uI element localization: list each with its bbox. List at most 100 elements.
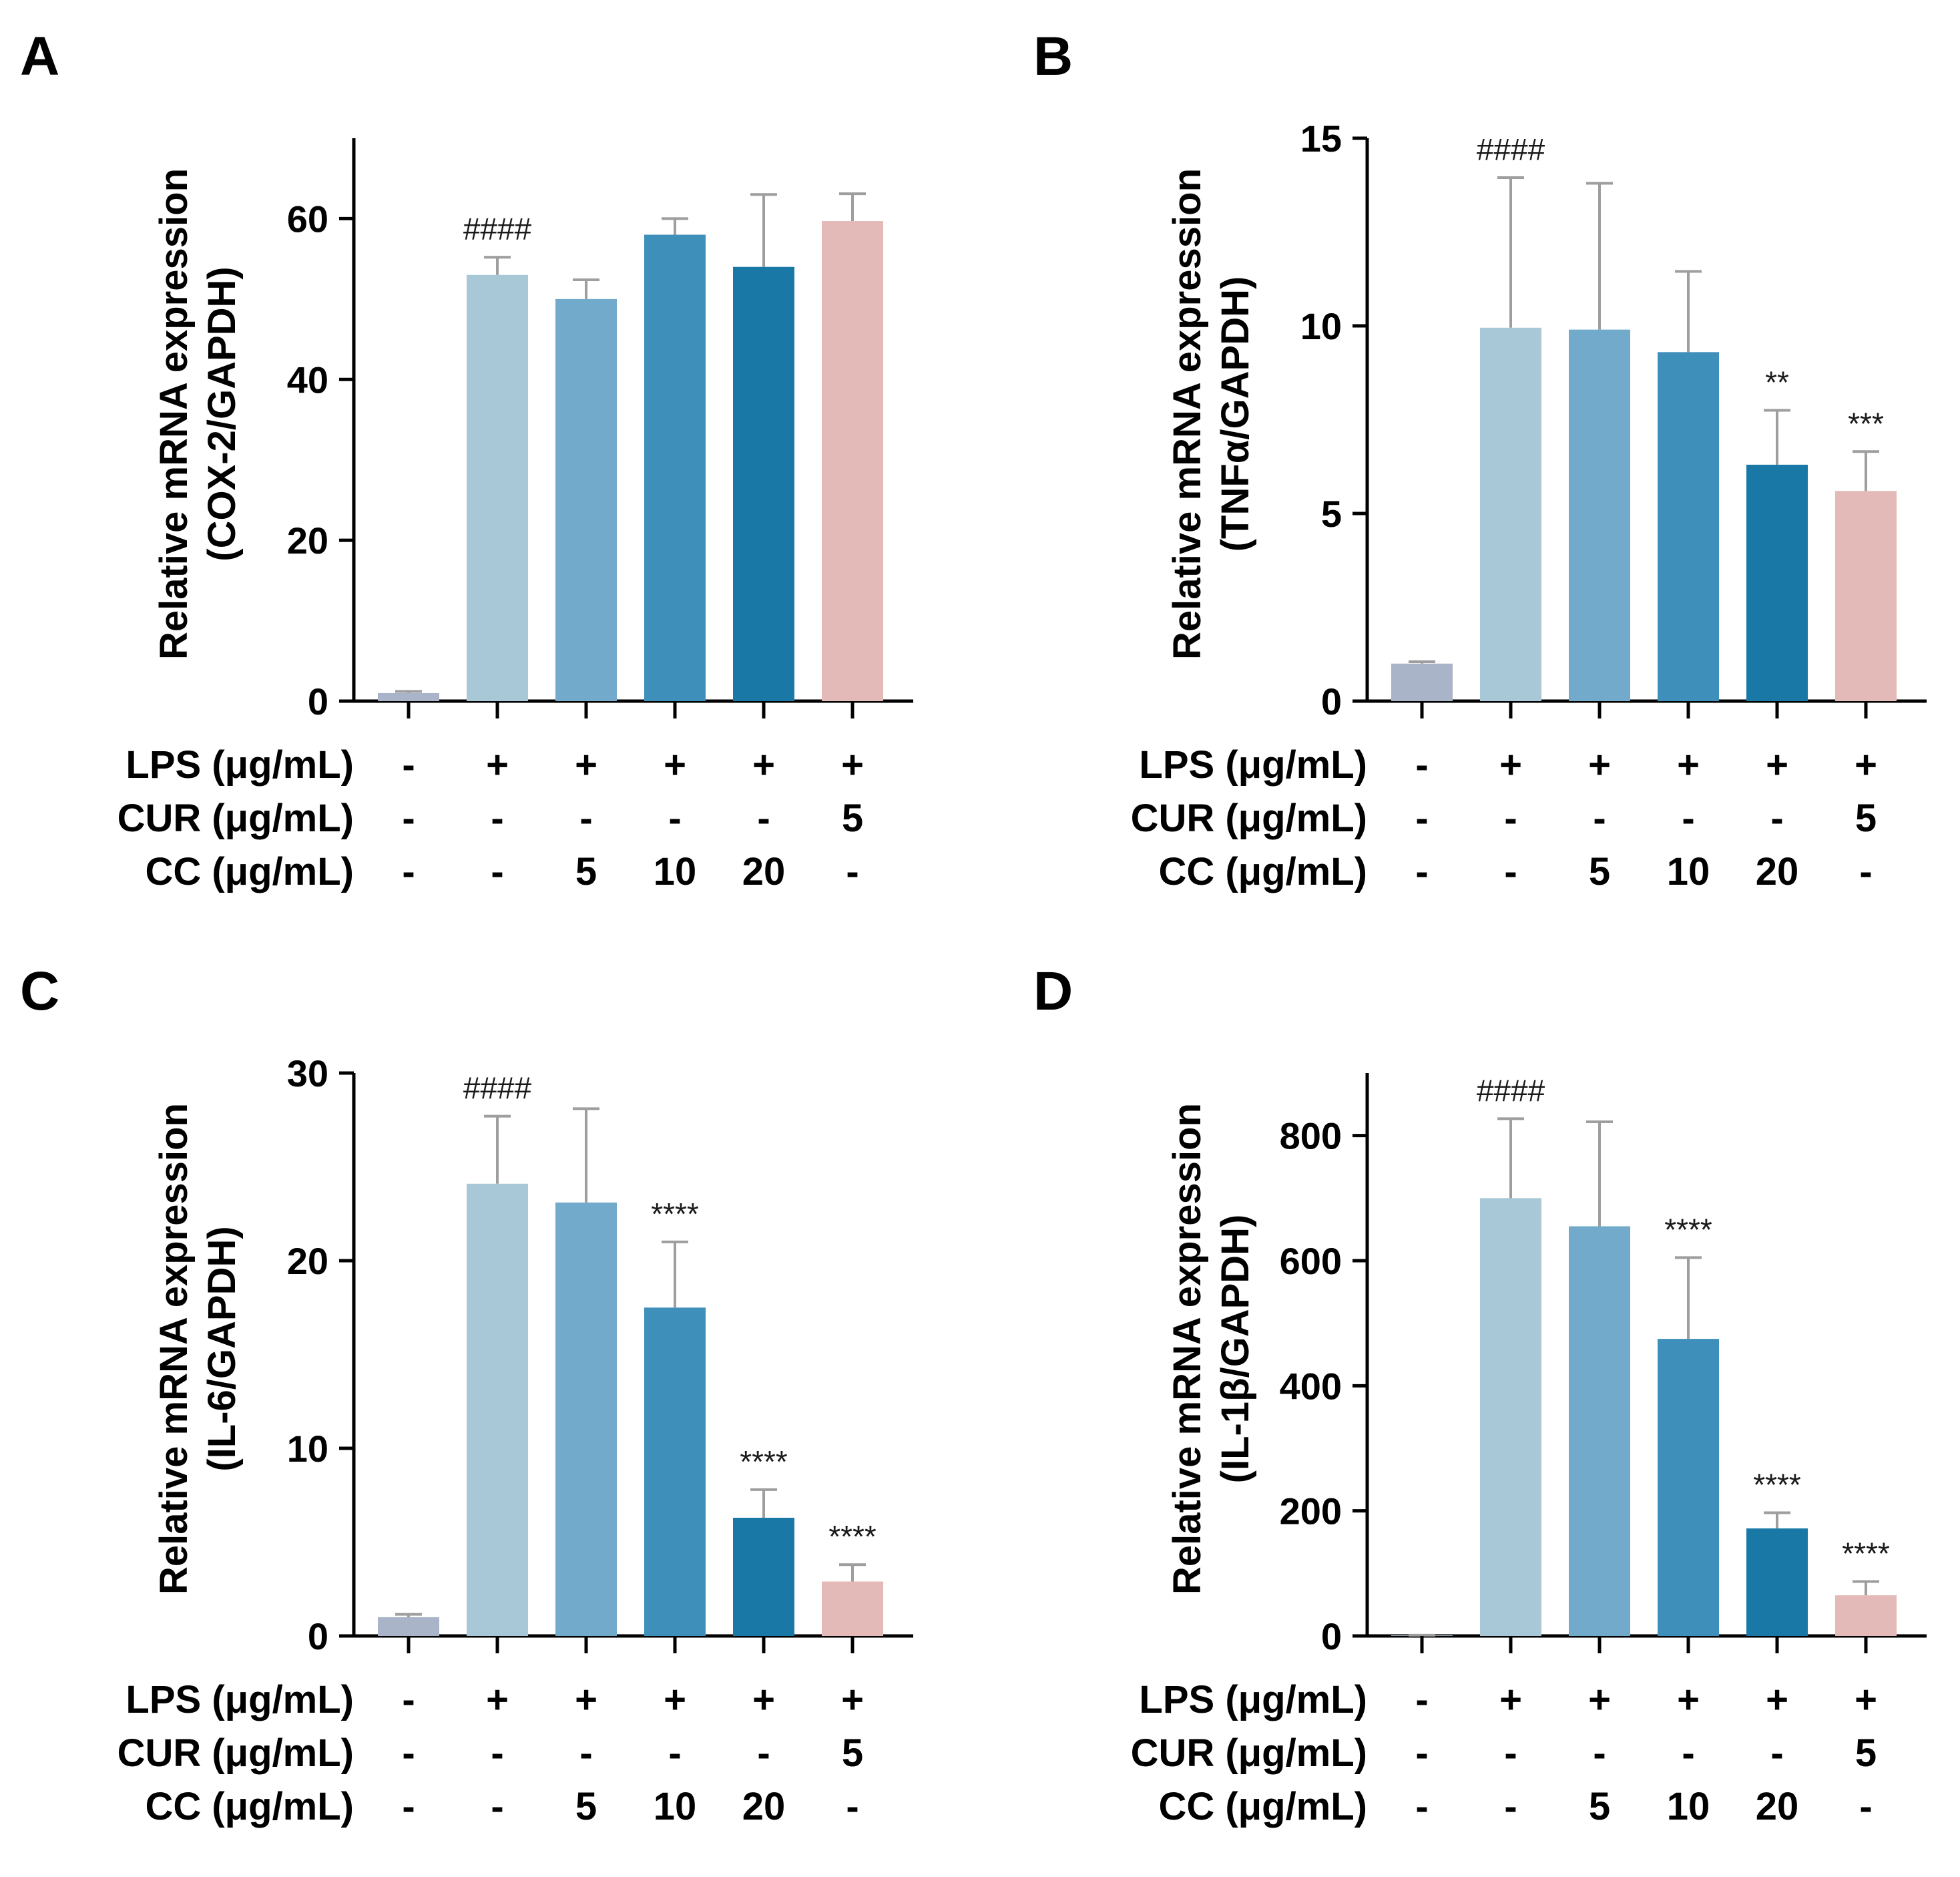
condition-value: - <box>579 1731 592 1775</box>
condition-value: + <box>1766 743 1788 787</box>
condition-value: + <box>575 743 597 787</box>
condition-value: 10 <box>1667 850 1710 893</box>
condition-value: - <box>1504 1785 1517 1828</box>
condition-value: + <box>1677 1678 1700 1721</box>
significance-annotation: #### <box>463 212 532 246</box>
panel-b: B 0 5 10 15 Relative mRNA expression (TNFα/GAP… <box>1033 26 1927 893</box>
bar <box>822 1581 883 1636</box>
condition-value: 20 <box>742 1785 786 1828</box>
bar <box>555 1202 617 1636</box>
y-tick-label: 15 <box>1300 118 1342 160</box>
condition-row-label: LPS (μg/mL) <box>126 1678 354 1721</box>
condition-value: - <box>1504 797 1517 840</box>
condition-value: - <box>402 850 415 893</box>
condition-value: - <box>1859 850 1872 893</box>
y-tick-label: 0 <box>1321 1615 1342 1657</box>
condition-row-label: CC (μg/mL) <box>145 850 354 893</box>
condition-value: 20 <box>1756 1785 1799 1828</box>
condition-value: + <box>1499 1678 1522 1721</box>
condition-value: - <box>1504 850 1517 893</box>
bar <box>644 1307 706 1636</box>
condition-value: - <box>402 797 415 840</box>
condition-value: + <box>1499 743 1522 787</box>
panel-d: D 0 200 400 600 800 Relative mRNA expression (I… <box>1033 961 1927 1828</box>
condition-row-label: CUR (μg/mL) <box>1131 797 1367 840</box>
significance-annotation: #### <box>1477 1073 1545 1108</box>
y-tick-label: 200 <box>1280 1490 1342 1532</box>
condition-value: + <box>1855 1678 1877 1721</box>
condition-value: - <box>1682 1731 1694 1775</box>
y-tick-label: 0 <box>308 680 328 722</box>
condition-value: - <box>402 1678 415 1721</box>
y-axis-label-unit: (TNFα/GAPDH) <box>1214 276 1257 552</box>
y-tick-label: 10 <box>287 1428 328 1470</box>
y-tick-label: 5 <box>1321 493 1342 535</box>
condition-value: 5 <box>1589 850 1610 893</box>
condition-value: - <box>846 850 859 893</box>
condition-value: - <box>757 797 770 840</box>
condition-value: + <box>1588 1678 1611 1721</box>
panel-letter: C <box>20 961 59 1022</box>
condition-row-label: LPS (μg/mL) <box>126 743 354 787</box>
condition-value: - <box>491 1785 503 1828</box>
significance-annotation: **** <box>828 1519 877 1554</box>
bar <box>1658 352 1719 701</box>
condition-value: - <box>402 743 415 787</box>
condition-row-label: CUR (μg/mL) <box>117 1731 354 1775</box>
bar <box>1746 1528 1808 1636</box>
condition-value: - <box>1415 1731 1428 1775</box>
panel-letter: B <box>1033 26 1073 87</box>
y-tick-label: 0 <box>308 1615 328 1657</box>
panel-a: A 0 20 40 60 Relative mRNA expression (COX-2/G… <box>20 26 913 893</box>
significance-annotation: **** <box>1753 1467 1801 1502</box>
condition-value: + <box>486 743 509 787</box>
condition-value: 5 <box>575 850 597 893</box>
condition-value: + <box>486 1678 509 1721</box>
y-axis-label: Relative mRNA expression <box>152 1103 196 1595</box>
panel-letter: A <box>20 26 59 87</box>
condition-value: - <box>1415 1785 1428 1828</box>
condition-row-label: LPS (μg/mL) <box>1139 743 1367 787</box>
condition-value: 5 <box>1855 797 1877 840</box>
condition-value: - <box>757 1731 770 1775</box>
condition-row-label: CUR (μg/mL) <box>1131 1731 1367 1775</box>
condition-value: 5 <box>842 797 863 840</box>
bar <box>378 692 439 701</box>
condition-value: - <box>846 1785 859 1828</box>
y-axis-label: Relative mRNA expression <box>1166 1103 1209 1595</box>
y-tick-label: 0 <box>1321 680 1342 722</box>
bar <box>378 1617 439 1636</box>
condition-value: - <box>579 797 592 840</box>
condition-value: 5 <box>1589 1785 1610 1828</box>
y-tick-label: 10 <box>1300 305 1342 347</box>
condition-row-label: CUR (μg/mL) <box>117 797 354 840</box>
condition-value: - <box>668 797 681 840</box>
condition-value: 5 <box>575 1785 597 1828</box>
panel-letter: D <box>1033 961 1073 1022</box>
y-tick-label: 40 <box>287 359 328 401</box>
condition-value: + <box>841 1678 864 1721</box>
y-axis-label-unit: (COX-2/GAPDH) <box>200 266 244 561</box>
condition-value: - <box>1415 850 1428 893</box>
bar <box>1391 663 1453 701</box>
condition-value: + <box>752 1678 775 1721</box>
condition-row-label: LPS (μg/mL) <box>1139 1678 1367 1721</box>
condition-value: + <box>1766 1678 1788 1721</box>
bar <box>1569 329 1630 701</box>
bar <box>733 266 794 702</box>
condition-value: 10 <box>1667 1785 1710 1828</box>
condition-value: - <box>668 1731 681 1775</box>
condition-value: - <box>1415 797 1428 840</box>
condition-value: + <box>575 1678 597 1721</box>
condition-value: 20 <box>1756 850 1799 893</box>
significance-annotation: **** <box>1664 1212 1712 1247</box>
bar <box>1835 1595 1897 1636</box>
significance-annotation: ** <box>1765 365 1789 399</box>
condition-value: - <box>491 797 503 840</box>
bar <box>1480 327 1541 701</box>
condition-value: - <box>1770 797 1783 840</box>
condition-value: - <box>1504 1731 1517 1775</box>
bar <box>467 1183 528 1636</box>
bar <box>1746 464 1808 701</box>
